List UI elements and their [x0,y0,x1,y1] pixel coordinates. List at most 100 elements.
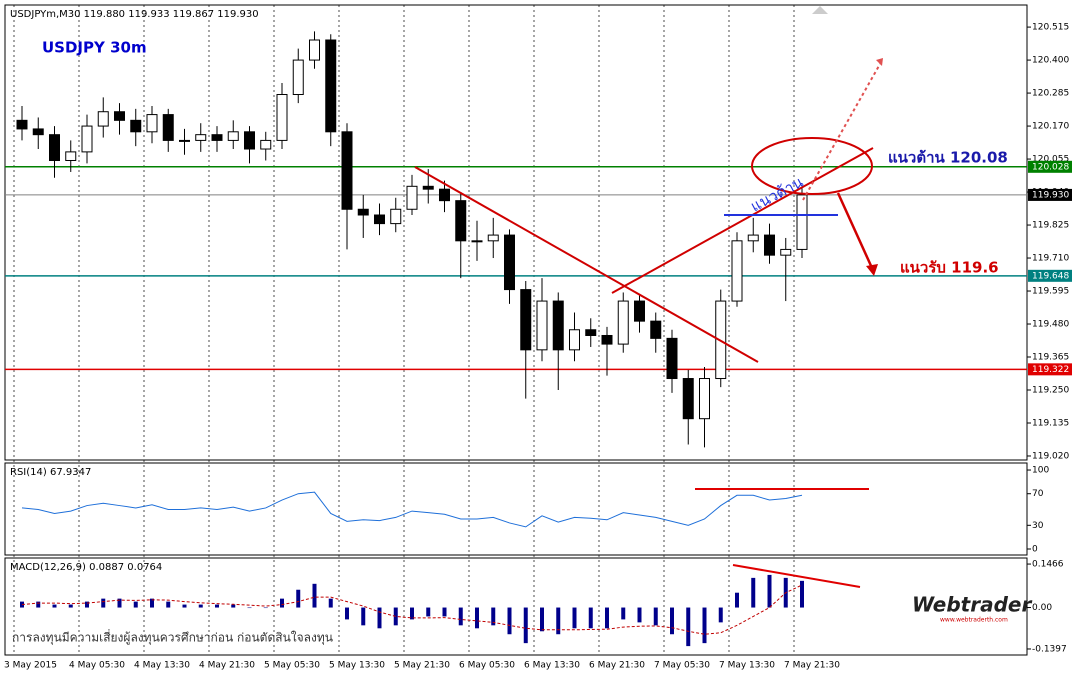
macd-bar [686,607,691,647]
y-tick-label: 120.515 [1032,23,1069,33]
macd-bar [117,598,122,608]
macd-panel [4,557,1028,656]
candle-body [309,39,320,61]
macd-bar [442,607,447,617]
candle-body [32,128,44,136]
y-tick-label: 119.595 [1032,287,1069,297]
x-tick-label: 4 May 05:30 [69,661,125,671]
candle-body [536,300,548,351]
price-label: 119.648 [1032,271,1069,281]
macd-bar [588,607,593,629]
logo-url: www.webtraderth.com [940,617,1008,624]
candle-body [227,131,239,141]
candle-body [406,185,418,210]
macd-bar [101,598,106,608]
x-tick-label: 7 May 21:30 [784,661,840,671]
y-tick-label: 0.00 [1032,603,1052,613]
candle-body [390,208,402,225]
macd-bar [52,604,57,608]
candle-body [65,151,77,161]
y-tick-label: 119.365 [1032,353,1069,363]
y-tick-label: 119.135 [1032,418,1069,428]
macd-bar [198,604,203,608]
y-tick-label: 70 [1032,489,1044,499]
candle-body [439,188,450,202]
macd-bar [491,607,496,626]
x-tick-label: 5 May 21:30 [394,661,450,671]
candle-body [471,240,483,243]
x-tick-label: 5 May 13:30 [329,661,385,671]
macd-bar [280,598,284,608]
macd-bar [20,601,24,608]
macd-bar [507,607,512,635]
x-tick-label: 6 May 05:30 [459,661,515,671]
macd-bar [556,607,561,635]
candle-body [682,378,694,420]
rsi-panel [4,462,1028,556]
signal-line [21,584,803,635]
macd-bar [263,607,268,609]
candle-body [634,300,645,322]
x-tick-label: 7 May 05:30 [654,661,710,671]
candle-body [504,234,515,291]
x-tick-label: 7 May 13:30 [719,661,775,671]
trendline [414,166,759,363]
logo: Webtrader [912,593,1032,617]
x-tick-label: 5 May 05:30 [264,661,320,671]
candle-body [81,125,93,153]
arrow [802,63,881,201]
x-tick-label: 4 May 13:30 [134,661,190,671]
candle-body [97,111,109,127]
macd-bar [718,607,723,623]
header: USDJPYm,M30 119.880 119.933 119.867 119.… [10,9,259,20]
arrow-head [866,264,878,276]
candle-body [455,200,467,242]
trendline [732,564,861,588]
x-tick-label: 6 May 13:30 [524,661,580,671]
macd-bar [410,607,414,620]
candle-body [325,39,337,133]
candle-body [699,378,710,420]
macd-bar [621,607,626,620]
candle-body [211,134,223,141]
y-tick-label: 120.285 [1032,89,1069,99]
macd-bar [361,607,366,626]
panel-title: MACD(12,26,9) 0.0887 0.0764 [10,562,162,573]
rsi-line [21,491,803,528]
candle-body [601,334,613,345]
macd-bar [605,607,609,629]
icon [812,6,828,14]
candle-body [552,300,564,351]
y-tick-label: 0.1466 [1032,560,1064,570]
highlight [751,137,873,195]
price-label: 120.028 [1032,162,1069,172]
candle-body [374,214,385,225]
candle-body [780,248,792,256]
marks: 120.028 119.930 119.648 119.322 [16,31,1072,647]
candle-body [260,139,272,150]
candle-body [666,337,678,380]
y-tick-label: 120.055 [1032,155,1069,165]
price-label: 119.322 [1032,365,1069,375]
candle-body [114,111,125,121]
macd-bar [572,607,577,629]
macd-bar [800,580,804,608]
panel-title: RSI(14) 67.9347 [10,467,91,478]
macd-bar [36,601,41,608]
y-tick-label: 119.250 [1032,386,1069,396]
candle-body [796,194,808,250]
candle-body [422,185,434,190]
macd-bar [182,604,187,608]
macd-bar [751,577,756,608]
x-tick-label: 4 May 21:30 [199,661,255,671]
candle-body [487,234,499,242]
annotation: แนวต้าน 120.08 [888,149,1008,167]
macd-bar [296,589,301,608]
y-tick-label: 120.400 [1032,56,1069,66]
annotation: แนวรับ 119.6 [900,259,999,277]
macd-bar [215,604,219,608]
y-tick-label: 119.825 [1032,221,1069,231]
candle-body [585,329,597,336]
candle-body [179,139,190,142]
